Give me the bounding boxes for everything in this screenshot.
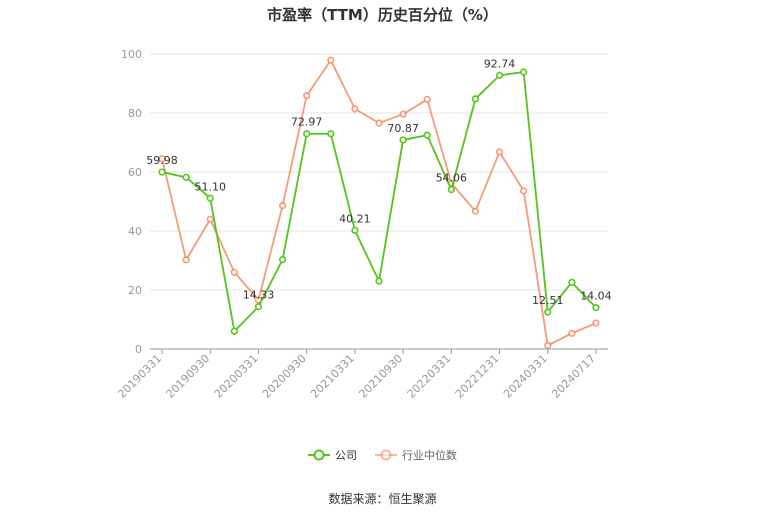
industry-median-data-point	[351, 105, 359, 113]
company-data-point	[568, 278, 576, 286]
company-data-point	[327, 130, 335, 138]
company-data-point	[399, 136, 407, 144]
industry-median-series-line	[161, 58, 597, 347]
y-tick-label: 60	[128, 166, 142, 179]
company-data-point	[303, 130, 311, 138]
industry-median-data-point	[158, 155, 166, 163]
x-tick-label: 20240331	[501, 352, 550, 401]
company-data-point	[471, 95, 480, 103]
company-data-point	[206, 194, 214, 202]
industry-median-data-point	[303, 91, 311, 100]
data-label: 40.21	[339, 212, 371, 225]
company-data-point	[254, 303, 263, 311]
industry-median-data-point	[520, 187, 528, 195]
x-tick-label: 20240717	[549, 352, 598, 401]
series-layer	[158, 56, 600, 350]
legend: 公司 行业中位数	[0, 447, 765, 463]
source-note: 数据来源：恒生聚源	[328, 492, 437, 506]
x-tick-label: 20200930	[260, 352, 309, 401]
company-data-point	[423, 131, 431, 139]
industry-median-data-point	[544, 341, 552, 350]
industry-median-data-point	[327, 56, 335, 64]
y-tick-label: 20	[128, 284, 142, 297]
x-tick-label: 20221231	[453, 352, 502, 401]
x-tick-label: 20190331	[115, 352, 164, 401]
data-label: 59.98	[146, 154, 178, 167]
data-label: 54.06	[436, 172, 468, 185]
data-label: 14.33	[243, 289, 275, 302]
company-data-point	[351, 226, 359, 234]
x-tick-label: 20220331	[405, 352, 454, 401]
y-tick-label: 40	[128, 225, 142, 238]
company-data-point	[520, 68, 528, 76]
company-data-point	[375, 277, 383, 285]
industry-median-data-point	[206, 215, 214, 223]
industry-median-data-point	[471, 207, 480, 215]
industry-median-data-point	[230, 268, 238, 276]
grid-layer	[150, 53, 608, 291]
industry-median-data-point	[592, 319, 600, 327]
data-label: 70.87	[387, 122, 419, 135]
chart-title: 市盈率（TTM）历史百分位（%）	[267, 6, 498, 24]
industry-median-data-point	[568, 329, 576, 337]
y-tick-label: 0	[135, 343, 142, 356]
company-data-point	[182, 173, 190, 181]
industry-median-legend-icon	[375, 449, 397, 461]
industry-median-data-point	[278, 202, 287, 210]
legend-label-company: 公司	[335, 449, 357, 462]
legend-label-industry-median: 行业中位数	[402, 449, 457, 462]
y-tick-label: 80	[128, 107, 142, 120]
x-tick-label: 20210331	[308, 352, 357, 401]
industry-median-data-point	[182, 256, 190, 264]
company-series-line	[161, 70, 597, 334]
company-data-point	[495, 71, 504, 80]
company-data-point	[544, 308, 552, 316]
data-label: 14.04	[580, 290, 612, 303]
legend-item-company[interactable]: 公司	[308, 447, 357, 463]
data-label: 72.97	[291, 116, 323, 129]
company-legend-icon	[308, 449, 330, 461]
industry-median-data-point	[495, 148, 504, 156]
company-data-point	[278, 256, 287, 264]
x-tick-label: 20200331	[212, 352, 261, 401]
company-data-point	[592, 303, 600, 312]
data-label: 12.51	[532, 294, 564, 307]
company-data-point	[447, 185, 455, 194]
company-data-point	[158, 168, 166, 176]
x-tick-label: 20190930	[164, 352, 213, 401]
industry-median-data-point	[423, 95, 431, 104]
x-tick-label: 20210930	[356, 352, 405, 401]
industry-median-data-point	[375, 119, 383, 127]
y-tick-label: 100	[121, 48, 142, 61]
industry-median-data-point	[399, 110, 407, 118]
legend-item-industry-median[interactable]: 行业中位数	[375, 447, 457, 463]
data-label: 51.10	[195, 180, 227, 193]
data-label-layer: 59.98 51.10 14.33 72.97 40.21 70.87 54.06 92.74…	[146, 57, 611, 307]
company-data-point	[230, 327, 238, 335]
data-label: 92.74	[484, 57, 516, 70]
